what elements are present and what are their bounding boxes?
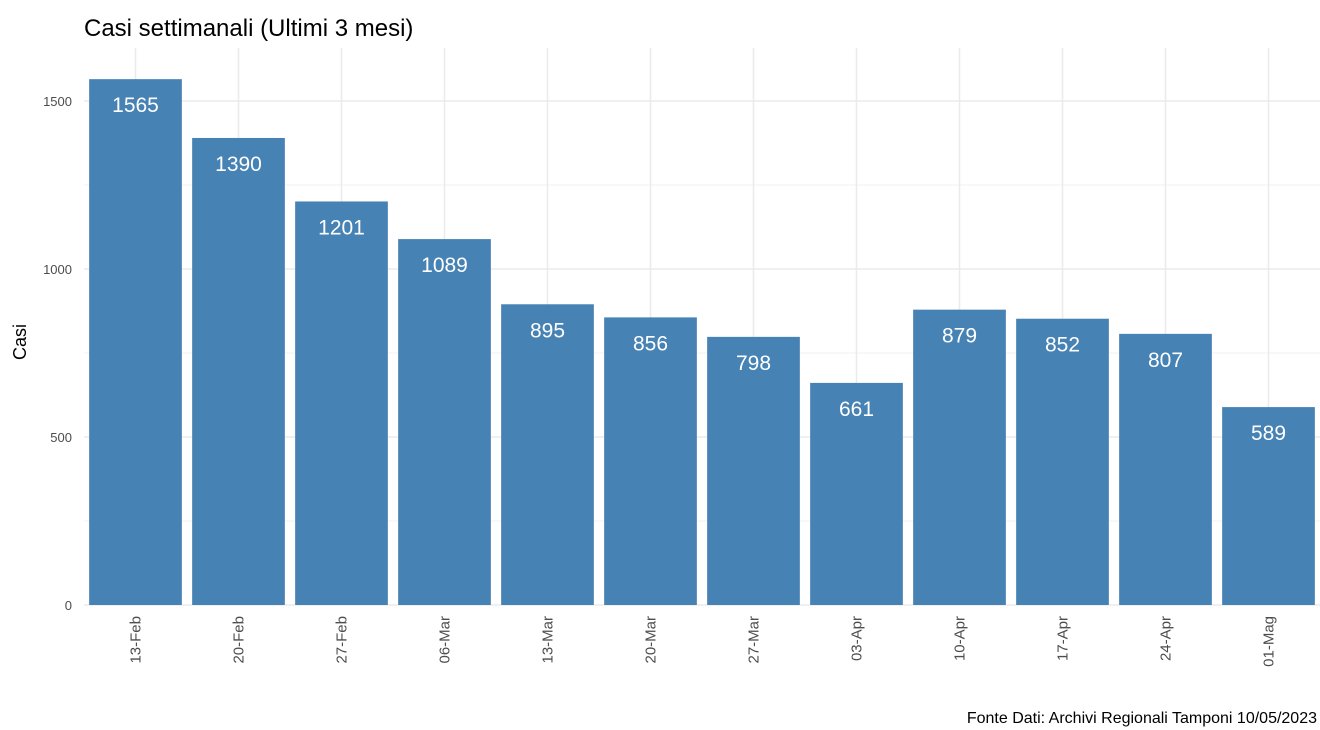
bar-value-labels: 1565 1390 1201 1089 895 856 798 661 879 852 807 589 [112, 94, 1286, 445]
x-tick-label: 27-Feb [334, 616, 351, 664]
bar-value-label: 589 [1251, 422, 1286, 445]
bar-value-label: 852 [1045, 334, 1080, 357]
bar [913, 309, 1006, 605]
x-tick-label: 17-Apr [1055, 616, 1072, 661]
bar-value-label: 1201 [318, 216, 365, 239]
bar [398, 239, 491, 605]
x-tick-label: 20-Mar [643, 616, 660, 664]
bar [1222, 407, 1315, 605]
bar-value-label: 807 [1148, 349, 1183, 372]
x-tick-label: 03-Apr [849, 616, 866, 661]
bar [89, 79, 182, 605]
bar-value-label: 1390 [215, 153, 262, 176]
chart-title: Casi settimanali (Ultimi 3 mesi) [84, 15, 413, 42]
x-tick-label: 13-Mar [540, 616, 557, 664]
bar [810, 382, 903, 605]
bar-value-label: 1089 [421, 254, 468, 277]
chart-caption: Fonte Dati: Archivi Regionali Tamponi 10… [967, 710, 1317, 727]
bar-value-label: 798 [736, 352, 771, 375]
x-tick-label: 10-Apr [952, 616, 969, 661]
y-axis-ticks: 0 500 1000 1500 [43, 94, 72, 613]
bars [89, 79, 1315, 606]
x-axis-ticks: 13-Feb 20-Feb 27-Feb 06-Mar 13-Mar 20-Mar 27-M… [128, 616, 1278, 667]
x-tick-label: 01-Mag [1261, 616, 1278, 667]
x-tick-label: 24-Apr [1158, 616, 1175, 661]
bar [1016, 318, 1109, 605]
bar [707, 336, 800, 605]
bar [604, 317, 697, 605]
x-tick-label: 06-Mar [437, 616, 454, 664]
bar [295, 201, 388, 606]
y-tick-label: 0 [65, 598, 72, 613]
y-tick-label: 1000 [43, 262, 72, 277]
y-tick-label: 500 [50, 430, 72, 445]
bar [192, 137, 285, 605]
y-axis-label: Casi [10, 324, 30, 360]
y-tick-label: 1500 [43, 94, 72, 109]
bar-value-label: 1565 [112, 94, 159, 117]
bar-value-label: 879 [942, 325, 977, 348]
bar-value-label: 661 [839, 398, 874, 421]
bar-value-label: 856 [633, 332, 668, 355]
bar [1119, 333, 1212, 605]
bar-value-label: 895 [530, 319, 565, 342]
x-tick-label: 13-Feb [128, 616, 145, 664]
x-tick-label: 27-Mar [746, 616, 763, 664]
bar [501, 304, 594, 605]
x-tick-label: 20-Feb [231, 616, 248, 664]
